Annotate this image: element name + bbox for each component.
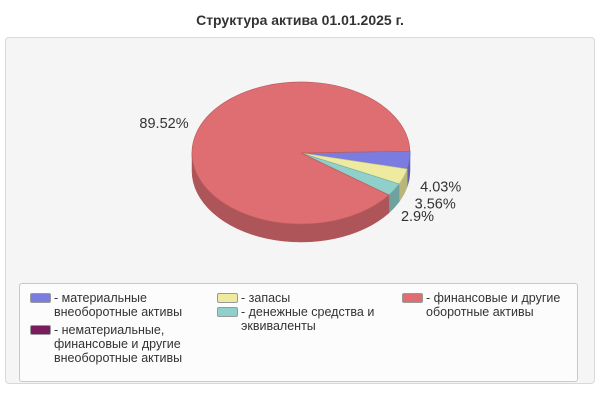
svg-text:4.03%: 4.03% [420,179,461,195]
svg-text:89.52%: 89.52% [139,116,188,132]
svg-text:2.9%: 2.9% [401,209,434,225]
